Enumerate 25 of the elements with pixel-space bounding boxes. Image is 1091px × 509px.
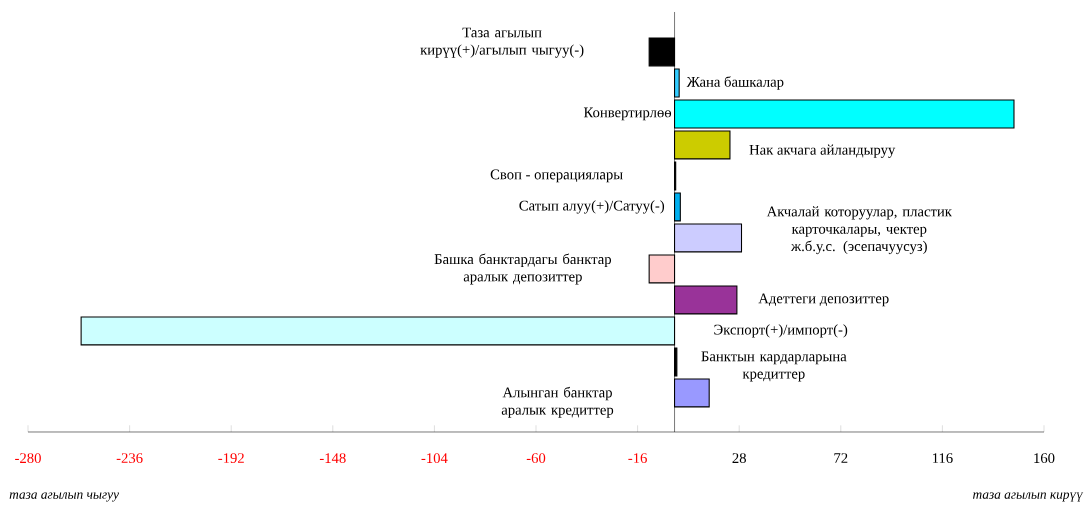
x-tick-label: -16: [628, 453, 647, 463]
x-tick-label: 72: [834, 453, 848, 463]
y-tick-label: Акчалай которуулар, пластик карточкалары, чектер ж.б.у.с. (эсепачуусуз): [766, 206, 952, 255]
x-tick-label: 160: [1034, 453, 1055, 464]
x-tick-label: -104: [421, 453, 448, 464]
y-tick-label: Экспорт(+)/импорт(-): [714, 324, 848, 338]
y-tick-label: Жана башкалар: [686, 76, 784, 90]
x-tick-label: -280: [15, 453, 41, 464]
text: таза агылып чыгуу: [9, 492, 119, 502]
y-tick-label: Своп - операциялары: [490, 169, 623, 183]
y-tick-label: Нак акчага айландыруу: [749, 144, 896, 158]
y-tick-label: Адеттеги депозиттер: [758, 293, 889, 307]
x-tick-label: 28: [732, 453, 746, 464]
text: таза агылып кирүү: [973, 492, 1084, 502]
x-tick-label: -60: [526, 453, 546, 464]
x-tick-label: -192: [218, 453, 244, 463]
y-tick-label: Конвертирлөө: [583, 107, 672, 121]
x-tick-label: -236: [116, 453, 143, 463]
x-tick-label: 116: [932, 453, 953, 463]
y-tick-label: Сатып алуу(+)/Сатуу(-): [519, 200, 665, 214]
y-tick-label: Таза агылып кирүү(+)/агылып чыгуу(-): [420, 27, 584, 58]
x-tick-label: -148: [319, 453, 346, 464]
y-tick-label: Алынган банктар аралык кредиттер: [501, 386, 614, 418]
y-tick-label: Башка банктардагы банктар аралык депозиттер: [434, 253, 612, 285]
y-tick-label: Банктын кардарларына кредиттер: [701, 351, 847, 382]
